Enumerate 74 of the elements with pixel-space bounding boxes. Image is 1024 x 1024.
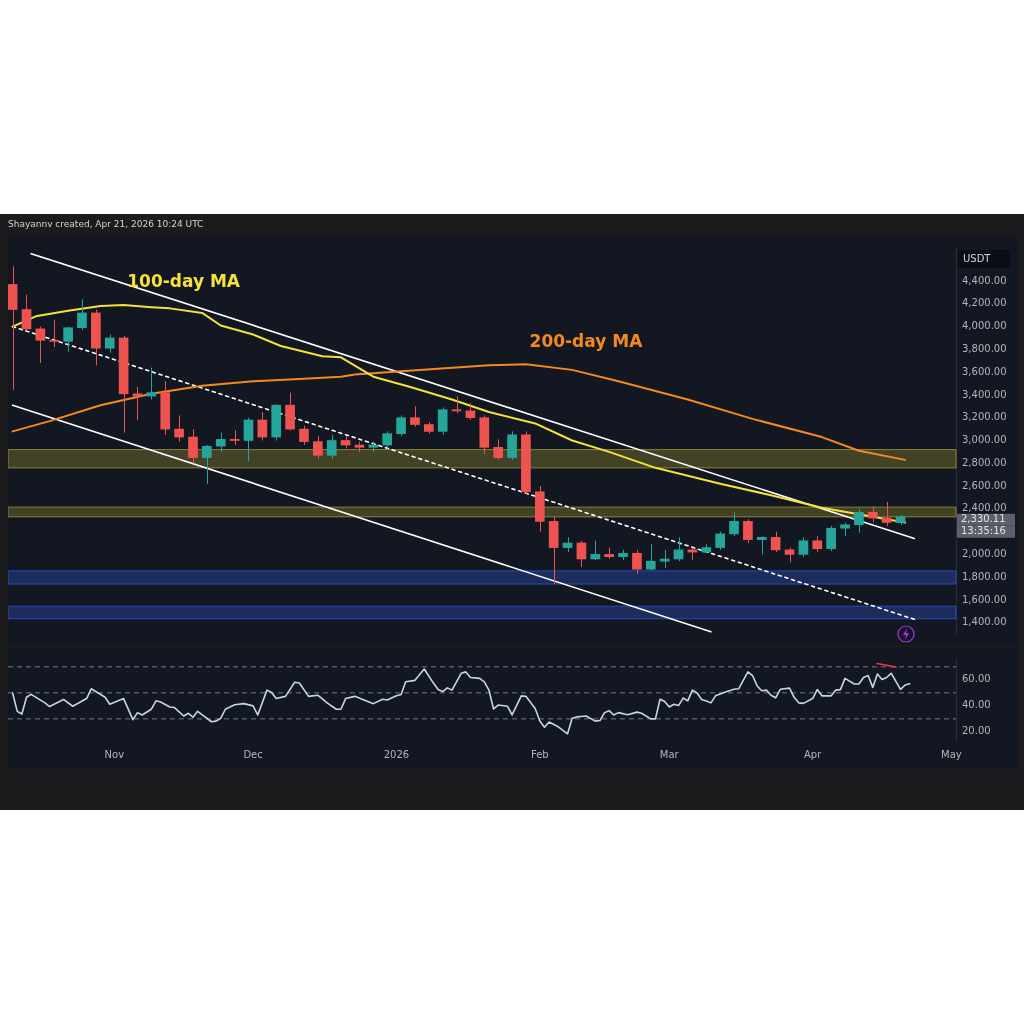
text: 13:35:16 xyxy=(961,525,1006,537)
x-tick-label: May xyxy=(941,748,962,760)
y-tick-label: 60.00 xyxy=(962,673,991,685)
candlestick xyxy=(368,441,379,453)
y-tick-label: 3,200.00 xyxy=(962,411,1007,423)
y-tick-label: 4,400.00 xyxy=(962,274,1007,286)
y-tick-label: 4,000.00 xyxy=(962,320,1007,332)
y-tick-label: 2,800.00 xyxy=(962,456,1007,468)
y-tick-label: 40.00 xyxy=(962,699,991,711)
y-tick-label: 3,800.00 xyxy=(962,342,1007,354)
y-tick-label: 1,600.00 xyxy=(962,593,1007,605)
y-tick-label: 20.00 xyxy=(962,725,991,737)
candlestick xyxy=(826,525,836,552)
candlestick xyxy=(521,430,531,495)
candlestick xyxy=(437,406,448,436)
candlestick xyxy=(188,428,198,464)
candlestick xyxy=(729,511,739,537)
series-label: 200-day MA xyxy=(529,330,644,351)
chart-title: Shayannv created, Apr 21, 2026 10:24 UTC xyxy=(8,219,204,229)
text: 2,330.11 xyxy=(961,513,1006,525)
candlestick xyxy=(493,438,504,461)
candlestick xyxy=(326,434,337,460)
y-tick-label: 2,000.00 xyxy=(962,548,1007,559)
candlestick xyxy=(590,540,601,561)
candlestick xyxy=(618,549,628,561)
candlestick xyxy=(507,430,517,461)
candlestick xyxy=(91,309,101,366)
series-label: 100-day MA xyxy=(127,271,241,292)
candlestick xyxy=(895,514,906,526)
x-tick-label: Feb xyxy=(530,748,549,760)
candlestick xyxy=(632,549,642,575)
candlestick xyxy=(202,444,212,485)
candlestick xyxy=(701,543,712,554)
candlestick xyxy=(215,432,226,453)
candlestick xyxy=(299,425,309,446)
x-tick-label: Nov xyxy=(104,748,125,760)
candlestick xyxy=(840,522,850,537)
candlestick xyxy=(229,429,240,446)
x-tick-label: Mar xyxy=(659,748,680,760)
candlestick xyxy=(77,298,87,331)
candlestick xyxy=(548,516,559,585)
candlestick xyxy=(756,535,767,555)
candlestick xyxy=(396,414,406,437)
candlestick xyxy=(534,485,545,533)
y-tick-label: 3,000.00 xyxy=(962,434,1007,446)
x-tick-label: 2026 xyxy=(383,748,410,760)
y-tick-label: 2,600.00 xyxy=(962,479,1007,491)
candlestick xyxy=(49,319,60,348)
candlestick xyxy=(423,421,434,435)
candlestick xyxy=(854,508,864,534)
candlestick xyxy=(271,403,282,441)
candlestick xyxy=(743,518,753,544)
candlestick xyxy=(479,414,490,455)
y-tick-label: 3,400.00 xyxy=(962,388,1007,400)
candlestick xyxy=(451,395,462,414)
x-tick-label: Apr xyxy=(803,748,823,760)
y-tick-label: 1,400.00 xyxy=(962,616,1007,628)
candlestick xyxy=(604,547,614,560)
y-tick-label: 4,200.00 xyxy=(962,297,1007,309)
y-tick-label: 2,400.00 xyxy=(962,502,1007,514)
candlestick xyxy=(313,435,323,460)
candlestick xyxy=(285,392,295,431)
candlestick xyxy=(410,405,420,428)
candlestick xyxy=(715,531,725,551)
candlestick xyxy=(645,543,656,571)
candlestick xyxy=(382,430,393,449)
x-tick-label: Dec xyxy=(243,748,263,760)
candlestick xyxy=(160,380,171,436)
candlestick xyxy=(812,535,823,553)
y-tick-label: 1,800.00 xyxy=(962,570,1007,582)
y-axis-title: USDT xyxy=(963,252,992,264)
candlestick xyxy=(104,334,115,354)
candlestick xyxy=(63,326,73,353)
y-tick-label: 3,600.00 xyxy=(962,365,1007,377)
